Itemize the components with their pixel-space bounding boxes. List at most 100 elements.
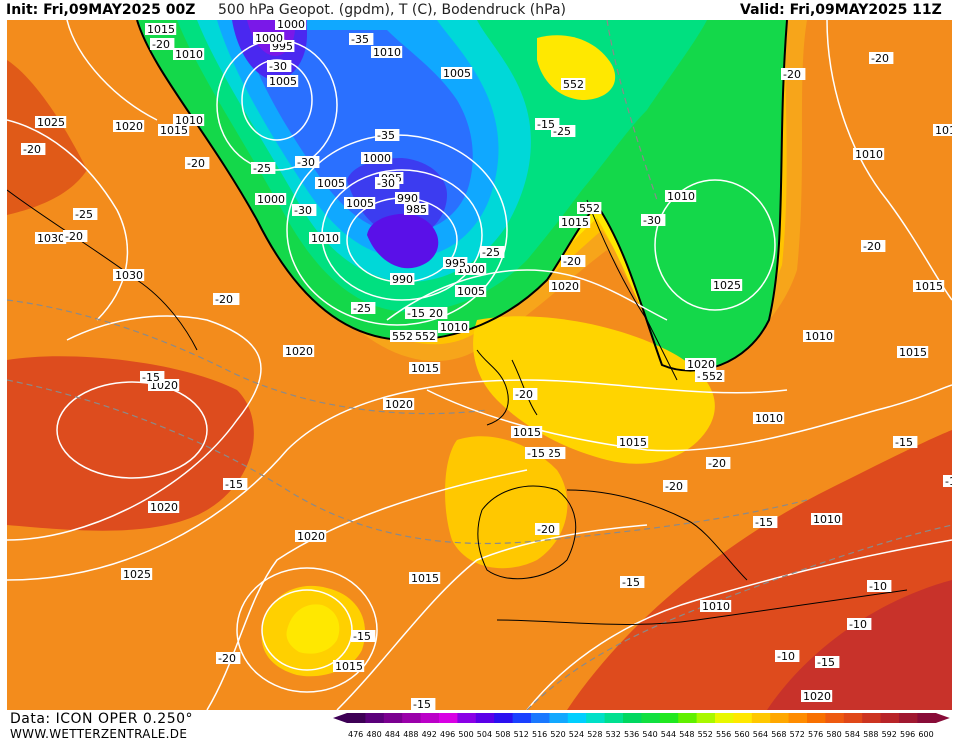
pressure-label-text: 1010: [855, 148, 883, 161]
low-yellow-azores-core: [286, 604, 340, 654]
pressure-label-text: 1025: [123, 568, 151, 581]
temperature-label: -15: [140, 371, 165, 384]
pressure-label-box: [253, 32, 285, 44]
temperature-label-text: -20: [65, 230, 83, 243]
colorbar-swatch: [751, 713, 771, 723]
pressure-label-text: 1005: [346, 197, 374, 210]
temperature-label-box: [213, 293, 238, 305]
pressure-label: 1020: [295, 530, 327, 543]
colorbar-swatch: [402, 713, 421, 723]
pressure-label: 1010: [665, 190, 697, 203]
temperature-label-text: -25: [482, 246, 500, 259]
colorbar: 476 480 484 488 492 496 500 504 508 512 516 520 524 5…: [333, 713, 957, 745]
colorbar-swatch: [880, 713, 900, 723]
pressure-label: 1010: [173, 114, 205, 127]
pressure-label-box: [344, 197, 376, 209]
pressure-label: 990: [390, 273, 415, 286]
height-label-text: 552: [563, 78, 584, 91]
pressure-label: 995: [443, 257, 468, 270]
pressure-label-box: [933, 124, 952, 136]
coastline-scandinavia: [586, 199, 678, 381]
pressure-label: 1025: [35, 116, 67, 129]
ridge-yellow-iberia: [445, 436, 568, 569]
temperature-label: -30: [292, 204, 317, 217]
temperature-label: -10: [775, 650, 800, 663]
temperature-label-text: -30: [643, 214, 661, 227]
temperature-label-text: -10: [777, 650, 795, 663]
temperature-label: -20: [213, 293, 238, 306]
pressure-label: 1010: [753, 412, 785, 425]
pressure-label-text: 1025: [37, 116, 65, 129]
colorbar-tick-label: 512: [514, 730, 529, 739]
temperature-label: -15: [525, 447, 550, 460]
pressure-label: 1010: [853, 148, 885, 161]
pressure-label-text: 1010: [813, 513, 841, 526]
temperature-label: -20: [663, 480, 688, 493]
pressure-label-box: [711, 279, 743, 291]
pressure-label: 1010: [438, 321, 470, 334]
pressure-label-text: 1015: [619, 436, 647, 449]
temperature-label-box: [535, 118, 560, 130]
temperature-label-text: -15: [622, 576, 640, 589]
valid-time: Valid: Fri,09MAY2025 11Z: [740, 2, 942, 18]
pressure-label: 1020: [148, 501, 180, 514]
colorbar-right-arrow: [935, 713, 950, 723]
temperature-label-box: [480, 246, 505, 258]
temperature-label-box: [663, 480, 688, 492]
temperature-label-text: -15: [945, 475, 952, 488]
temperature-label-box: [349, 33, 374, 45]
pressure-label-box: [897, 346, 929, 358]
isobar-1010-southeast: [526, 539, 952, 710]
pressure-label: 1000: [275, 20, 307, 31]
pressure-label-box: [390, 273, 415, 285]
ridge-yellow-north: [537, 35, 616, 100]
pressure-label: 1015: [913, 280, 945, 293]
temperature-label-box: [375, 177, 400, 189]
height-label: 552: [577, 202, 602, 215]
temperature-label-box: [292, 204, 317, 216]
pressure-label-text: 1020: [687, 358, 715, 371]
pressure-label-box: [665, 190, 697, 202]
temperature-label-text: -15: [407, 307, 425, 320]
temperature-label: -15: [620, 576, 645, 589]
pressure-label: 1020: [383, 398, 415, 411]
temperature-label: -30: [375, 177, 400, 190]
pressure-label-box: [255, 193, 287, 205]
pressure-label-text: 990: [397, 192, 418, 205]
temperature-label: -30: [295, 156, 320, 169]
pressure-label-box: [811, 513, 843, 525]
temperature-label-box: [411, 698, 436, 710]
temperature-label-text: -15: [225, 478, 243, 491]
temperature-label-text: -25: [253, 162, 271, 175]
temperature-label-text: -15: [537, 118, 555, 131]
pressure-label-box: [148, 501, 180, 513]
pressure-label-box: [511, 426, 543, 438]
colorbar-swatch: [641, 713, 661, 723]
colorbar-swatch: [862, 713, 881, 723]
isobar-1015-azores: [236, 567, 378, 693]
temperature-label: -25: [480, 246, 505, 259]
pressure-label-text: 1015: [411, 362, 439, 375]
pressure-label-box: [333, 660, 365, 672]
colorbar-tick-label: 560: [734, 730, 749, 739]
pressure-label-box: [315, 177, 347, 189]
colorbar-tick-label: 476: [348, 730, 363, 739]
temperature-label-text: -15: [527, 447, 545, 460]
height-label-box: [700, 370, 725, 382]
colorbar-swatch: [365, 713, 385, 723]
pressure-label-box: [455, 285, 487, 297]
colorbar-swatch: [457, 713, 477, 723]
temperature-label-box: [405, 307, 430, 319]
temperature-label-text: -15: [353, 630, 371, 643]
height-label-box: [561, 78, 586, 90]
pressure-label-text: 1015: [513, 426, 541, 439]
temperature-label-text: -20: [665, 480, 683, 493]
colorbar-swatch: [549, 713, 569, 723]
pressure-label-text: 1015: [915, 280, 943, 293]
pressure-label-box: [438, 321, 470, 333]
temperature-label-text: -20: [23, 143, 41, 156]
temperature-label-text: -20: [871, 52, 889, 65]
pressure-label: 1010: [811, 513, 843, 526]
temperature-label-text: -15: [755, 516, 773, 529]
temperature-label: -15: [815, 656, 840, 669]
